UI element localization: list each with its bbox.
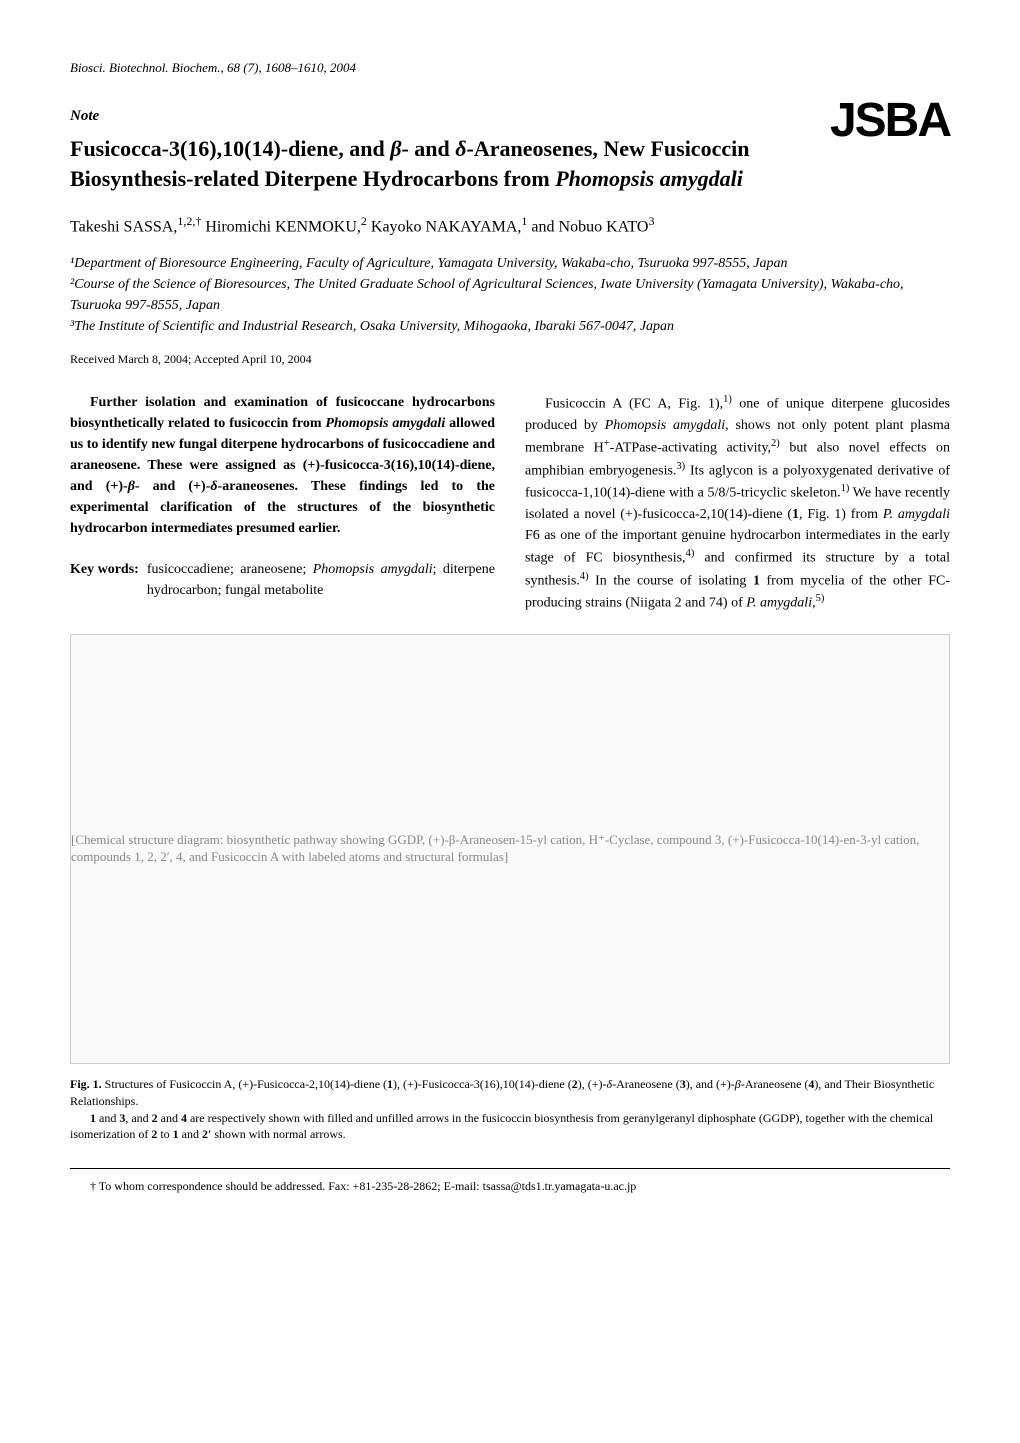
journal-citation: Biosci. Biotechnol. Biochem., 68 (7), 16…	[70, 60, 950, 77]
received-dates: Received March 8, 2004; Accepted April 1…	[70, 352, 950, 368]
figure-1-caption: Fig. 1. Structures of Fusicoccin A, (+)-…	[70, 1076, 950, 1143]
figure-1-image: [Chemical structure diagram: biosyntheti…	[70, 634, 950, 1064]
figure-placeholder: [Chemical structure diagram: biosyntheti…	[71, 832, 949, 866]
keywords-label: Key words:	[70, 559, 139, 601]
keywords-text: fusicoccadiene; araneosene; Phomopsis am…	[147, 559, 495, 601]
affiliation-1: ¹Department of Bioresource Engineering, …	[70, 253, 950, 274]
keywords-block: Key words: fusicoccadiene; araneosene; P…	[70, 559, 495, 601]
journal-logo: JSBA	[830, 90, 950, 152]
abstract: Further isolation and examination of fus…	[70, 392, 495, 539]
article-type-label: Note	[70, 107, 950, 127]
right-column: Fusicoccin A (FC A, Fig. 1),1) one of un…	[525, 392, 950, 614]
author-list: Takeshi SASSA,1,2,† Hiromichi KENMOKU,2 …	[70, 214, 950, 238]
logo-text: JSBA	[830, 94, 950, 147]
affiliation-3: ³The Institute of Scientific and Industr…	[70, 316, 950, 337]
figure-caption-title: Structures of Fusicoccin A, (+)-Fusicocc…	[70, 1077, 934, 1108]
article-title-text: Fusicocca-3(16),10(14)-diene, and β- and…	[70, 136, 749, 191]
affiliation-2: ²Course of the Science of Bioresources, …	[70, 274, 950, 316]
corresponding-author-footnote: † To whom correspondence should be addre…	[70, 1179, 950, 1195]
footnote-divider	[70, 1168, 950, 1169]
affiliations: ¹Department of Bioresource Engineering, …	[70, 253, 950, 337]
article-title: Fusicocca-3(16),10(14)-diene, and β- and…	[70, 134, 950, 193]
left-column: Further isolation and examination of fus…	[70, 392, 495, 614]
figure-label: Fig. 1.	[70, 1077, 102, 1091]
content-columns: Further isolation and examination of fus…	[70, 392, 950, 614]
figure-caption-body: 1 and 3, and 2 and 4 are respectively sh…	[70, 1110, 950, 1144]
body-paragraph: Fusicoccin A (FC A, Fig. 1),1) one of un…	[525, 392, 950, 614]
